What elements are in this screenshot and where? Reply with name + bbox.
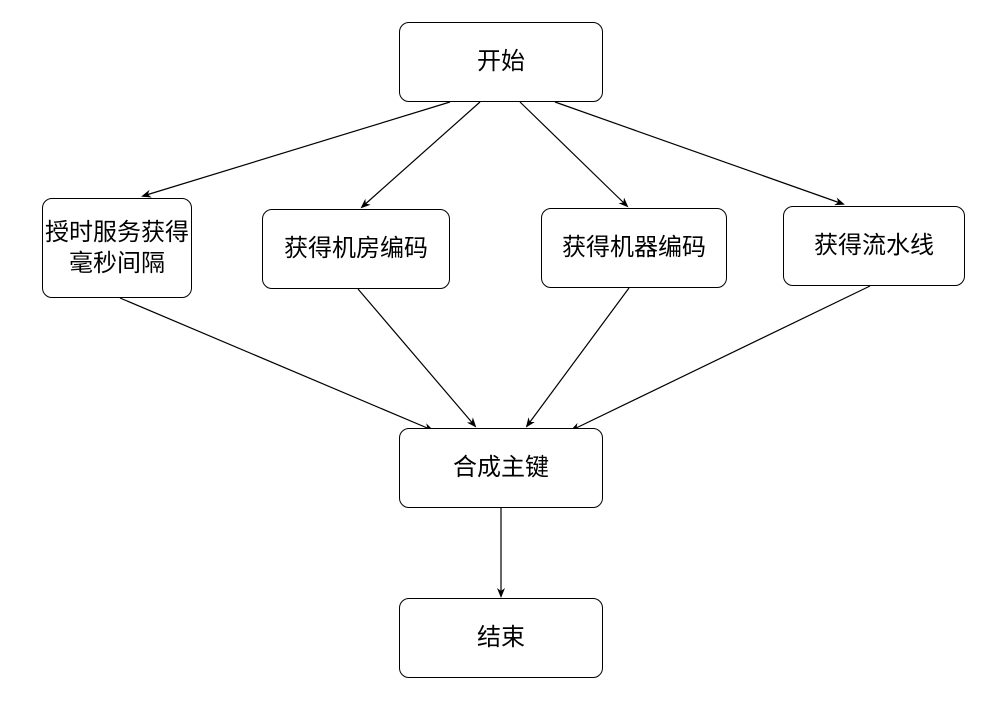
flowchart-node-time-service: 授时服务获得毫秒间隔 bbox=[42, 198, 192, 298]
flowchart-node-pipeline: 获得流水线 bbox=[783, 206, 965, 286]
node-label: 获得流水线 bbox=[814, 230, 934, 261]
flowchart-node-compose-key: 合成主键 bbox=[399, 428, 603, 508]
node-label: 获得机器编码 bbox=[562, 232, 706, 263]
node-label: 授时服务获得毫秒间隔 bbox=[43, 217, 191, 279]
flowchart-node-end: 结束 bbox=[399, 598, 603, 678]
flowchart-node-room-code: 获得机房编码 bbox=[262, 209, 450, 289]
node-label: 获得机房编码 bbox=[284, 233, 428, 264]
node-label: 开始 bbox=[477, 46, 525, 77]
node-label: 结束 bbox=[477, 622, 525, 653]
flowchart-edges bbox=[0, 0, 1000, 701]
flowchart-node-start: 开始 bbox=[399, 22, 603, 102]
flowchart-node-machine-code: 获得机器编码 bbox=[541, 208, 727, 288]
node-label: 合成主键 bbox=[453, 452, 549, 483]
